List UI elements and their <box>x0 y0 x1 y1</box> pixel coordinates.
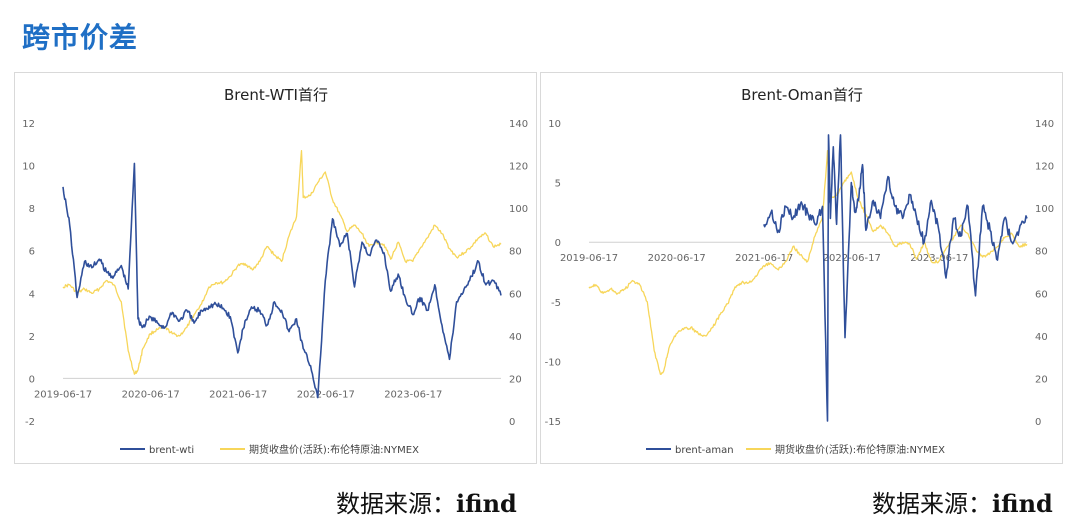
y-left-tick-label: 0 <box>29 374 35 385</box>
x-tick-label: 2019-06-17 <box>560 253 618 264</box>
chart-panel-brent-wti: Brent-WTI首行 -2 0 2 4 6 8 10 12 0 20 40 60 80 100 120 140… <box>14 72 537 464</box>
y-left-tick-label: 12 <box>22 119 35 130</box>
y-right-tick-label: 20 <box>509 374 522 385</box>
x-tick-label: 2020-06-17 <box>648 253 706 264</box>
y-left-tick-label: 10 <box>548 119 561 130</box>
y-right-tick-label: 140 <box>1035 119 1054 130</box>
series-line-spread <box>763 134 1028 422</box>
y-right-tick-label: 140 <box>509 119 528 130</box>
y-left-tick-label: 5 <box>555 179 561 190</box>
data-source-label: 数据来源： <box>336 490 456 518</box>
x-tick-label: 2021-06-17 <box>735 253 793 264</box>
legend-label-price: 期货收盘价(活跃):布伦特原油:NYMEX <box>775 443 945 456</box>
x-tick-label: 2021-06-17 <box>209 389 267 400</box>
data-source-right: 数据来源：ifind <box>872 484 1053 519</box>
data-source-value: ifind <box>456 489 517 518</box>
y-right-tick-label: 80 <box>509 247 522 258</box>
chart-brent-oman: Brent-Oman首行-15-10-505100204060801001201… <box>545 86 1054 456</box>
y-left-tick-label: 4 <box>29 289 35 300</box>
data-source-value: ifind <box>992 489 1053 518</box>
series-line-price <box>62 150 502 375</box>
y-right-tick-label: 60 <box>1035 289 1048 300</box>
y-right-tick-label: 100 <box>509 204 528 215</box>
y-left-tick-label: 6 <box>29 247 35 258</box>
y-left-tick-label: 0 <box>555 238 561 249</box>
chart-panel-brent-oman: Brent-Oman首行 -15 -10 -5 0 5 10 0 20 40 60 80 100 120 1… <box>540 72 1063 464</box>
y-left-tick-label: -5 <box>551 298 561 309</box>
legend-label-price: 期货收盘价(活跃):布伦特原油:NYMEX <box>249 443 419 456</box>
series-line-spread <box>62 162 502 399</box>
y-right-tick-label: 40 <box>1035 332 1048 343</box>
chart-title: Brent-WTI首行 <box>224 86 328 104</box>
x-tick-label: 2023-06-17 <box>910 253 968 264</box>
x-tick-label: 2023-06-17 <box>384 389 442 400</box>
legend-label-spread: brent-wti <box>149 445 194 456</box>
y-left-tick-label: 2 <box>29 332 35 343</box>
y-left-tick-label: -15 <box>545 417 561 428</box>
y-left-tick-label: 10 <box>22 162 35 173</box>
page-title: 跨市价差 <box>22 21 139 54</box>
y-left-tick-label: 8 <box>29 204 35 215</box>
y-right-tick-label: 100 <box>1035 204 1054 215</box>
y-right-tick-label: 0 <box>1035 417 1041 428</box>
x-tick-label: 2022-06-17 <box>297 389 355 400</box>
x-tick-label: 2019-06-17 <box>34 389 92 400</box>
y-left-tick-label: -10 <box>545 357 561 368</box>
y-right-tick-label: 120 <box>1035 162 1054 173</box>
y-right-tick-label: 80 <box>1035 247 1048 258</box>
y-right-tick-label: 120 <box>509 162 528 173</box>
y-right-tick-label: 40 <box>509 332 522 343</box>
y-right-tick-label: 20 <box>1035 374 1048 385</box>
chart-brent-wti: Brent-WTI首行-2024681012020406080100120140… <box>22 86 528 456</box>
x-tick-label: 2020-06-17 <box>122 389 180 400</box>
x-tick-label: 2022-06-17 <box>823 253 881 264</box>
chart-title: Brent-Oman首行 <box>741 86 863 104</box>
data-source-label: 数据来源： <box>872 490 992 518</box>
y-right-tick-label: 0 <box>509 417 515 428</box>
y-right-tick-label: 60 <box>509 289 522 300</box>
data-source-left: 数据来源：ifind <box>336 484 517 519</box>
legend-label-spread: brent-aman <box>675 445 734 456</box>
y-left-tick-label: -2 <box>25 417 35 428</box>
